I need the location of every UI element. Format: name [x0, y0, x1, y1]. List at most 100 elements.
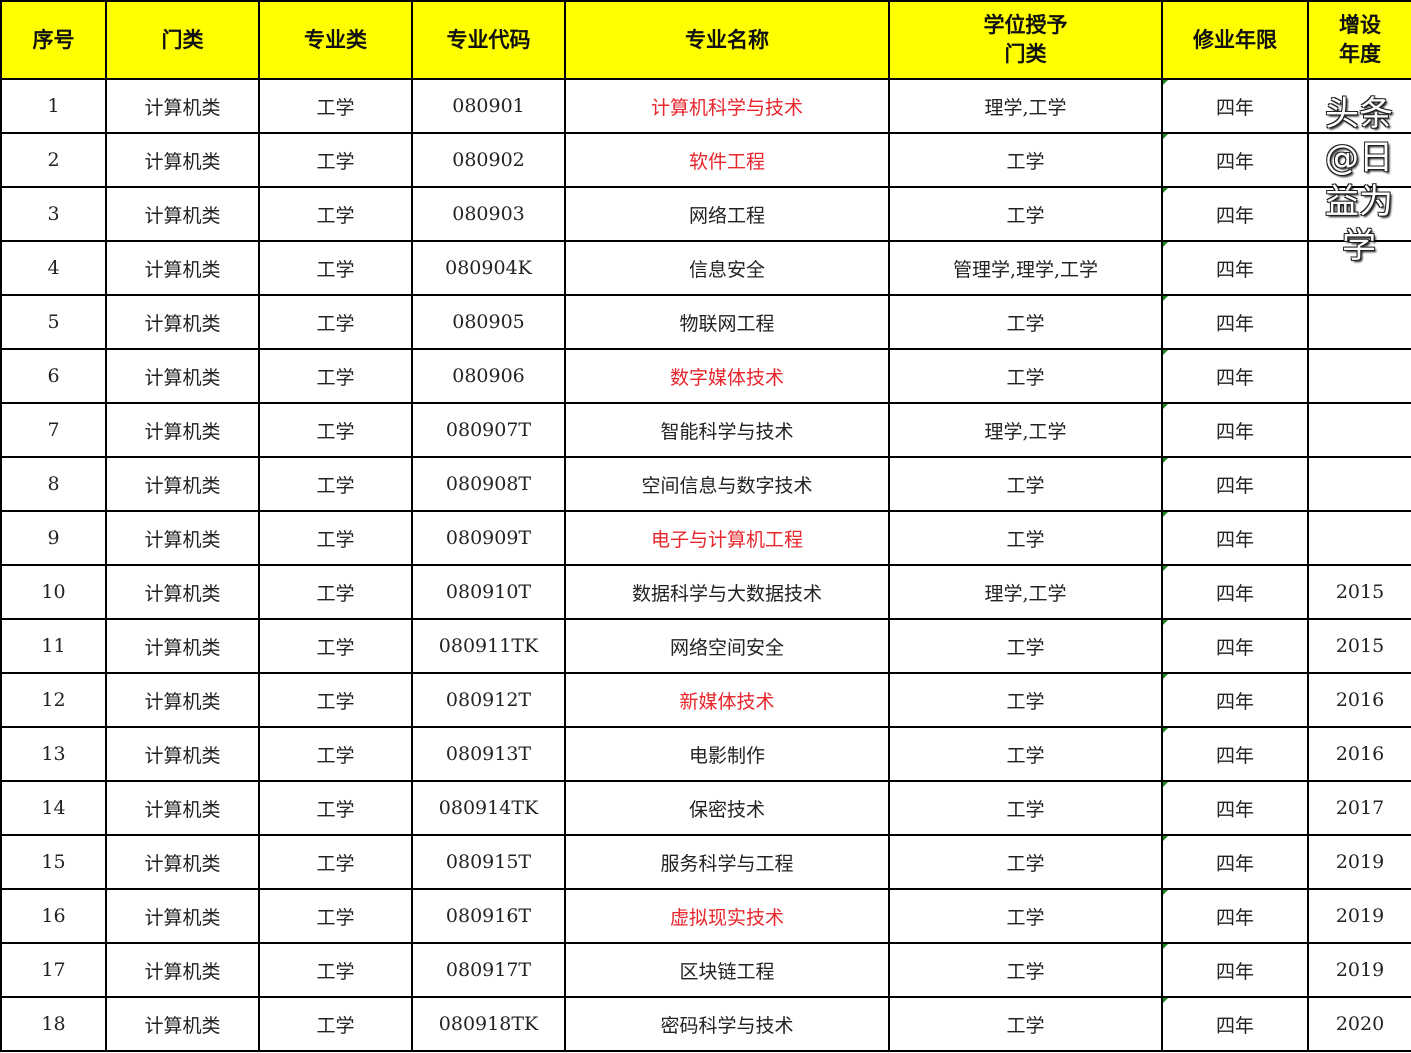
cell-year-added[interactable] — [1307, 186, 1411, 242]
cell-code[interactable]: 080917T — [411, 942, 566, 998]
cell-code[interactable]: 080916T — [411, 888, 566, 944]
cell-code[interactable]: 080911TK — [411, 618, 566, 674]
cell-major-name[interactable]: 空间信息与数字技术 — [564, 456, 890, 512]
cell-category[interactable]: 计算机类 — [105, 780, 260, 836]
cell-duration[interactable]: 四年 — [1161, 78, 1309, 134]
cell-duration[interactable]: 四年 — [1161, 294, 1309, 350]
cell-field[interactable]: 工学 — [258, 348, 413, 404]
cell-degree[interactable]: 工学 — [888, 132, 1163, 188]
cell-field[interactable]: 工学 — [258, 618, 413, 674]
cell-major-name[interactable]: 数据科学与大数据技术 — [564, 564, 890, 620]
cell-code[interactable]: 080909T — [411, 510, 566, 566]
cell-year-added[interactable]: 2020 — [1307, 996, 1411, 1052]
cell-year-added[interactable]: 2019 — [1307, 942, 1411, 998]
cell-field[interactable]: 工学 — [258, 402, 413, 458]
cell-duration[interactable]: 四年 — [1161, 132, 1309, 188]
cell-code[interactable]: 080902 — [411, 132, 566, 188]
cell-duration[interactable]: 四年 — [1161, 996, 1309, 1052]
cell-code[interactable]: 080903 — [411, 186, 566, 242]
cell-degree[interactable]: 工学 — [888, 942, 1163, 998]
cell-field[interactable]: 工学 — [258, 942, 413, 998]
cell-index[interactable]: 10 — [0, 564, 107, 620]
cell-code[interactable]: 080905 — [411, 294, 566, 350]
cell-category[interactable]: 计算机类 — [105, 618, 260, 674]
cell-index[interactable]: 7 — [0, 402, 107, 458]
cell-code[interactable]: 080906 — [411, 348, 566, 404]
cell-major-name[interactable]: 电子与计算机工程 — [564, 510, 890, 566]
cell-category[interactable]: 计算机类 — [105, 348, 260, 404]
cell-degree[interactable]: 管理学,理学,工学 — [888, 240, 1163, 296]
cell-category[interactable]: 计算机类 — [105, 564, 260, 620]
cell-code[interactable]: 080901 — [411, 78, 566, 134]
cell-index[interactable]: 16 — [0, 888, 107, 944]
cell-index[interactable]: 4 — [0, 240, 107, 296]
cell-year-added[interactable] — [1307, 78, 1411, 134]
cell-code[interactable]: 080910T — [411, 564, 566, 620]
cell-major-name[interactable]: 网络空间安全 — [564, 618, 890, 674]
cell-degree[interactable]: 工学 — [888, 186, 1163, 242]
cell-field[interactable]: 工学 — [258, 888, 413, 944]
cell-duration[interactable]: 四年 — [1161, 186, 1309, 242]
cell-major-name[interactable]: 电影制作 — [564, 726, 890, 782]
cell-field[interactable]: 工学 — [258, 510, 413, 566]
cell-duration[interactable]: 四年 — [1161, 510, 1309, 566]
cell-index[interactable]: 8 — [0, 456, 107, 512]
cell-category[interactable]: 计算机类 — [105, 726, 260, 782]
cell-duration[interactable]: 四年 — [1161, 780, 1309, 836]
cell-index[interactable]: 12 — [0, 672, 107, 728]
cell-index[interactable]: 13 — [0, 726, 107, 782]
cell-year-added[interactable] — [1307, 132, 1411, 188]
cell-year-added[interactable] — [1307, 456, 1411, 512]
cell-code[interactable]: 080913T — [411, 726, 566, 782]
cell-year-added[interactable]: 2019 — [1307, 834, 1411, 890]
cell-code[interactable]: 080904K — [411, 240, 566, 296]
cell-duration[interactable]: 四年 — [1161, 348, 1309, 404]
cell-category[interactable]: 计算机类 — [105, 834, 260, 890]
cell-category[interactable]: 计算机类 — [105, 672, 260, 728]
cell-major-name[interactable]: 虚拟现实技术 — [564, 888, 890, 944]
cell-field[interactable]: 工学 — [258, 186, 413, 242]
cell-field[interactable]: 工学 — [258, 564, 413, 620]
cell-major-name[interactable]: 区块链工程 — [564, 942, 890, 998]
cell-field[interactable]: 工学 — [258, 132, 413, 188]
cell-degree[interactable]: 工学 — [888, 294, 1163, 350]
cell-code[interactable]: 080912T — [411, 672, 566, 728]
cell-degree[interactable]: 理学,工学 — [888, 564, 1163, 620]
cell-field[interactable]: 工学 — [258, 996, 413, 1052]
cell-duration[interactable]: 四年 — [1161, 834, 1309, 890]
cell-degree[interactable]: 理学,工学 — [888, 78, 1163, 134]
cell-duration[interactable]: 四年 — [1161, 402, 1309, 458]
cell-degree[interactable]: 工学 — [888, 510, 1163, 566]
cell-category[interactable]: 计算机类 — [105, 456, 260, 512]
cell-degree[interactable]: 工学 — [888, 348, 1163, 404]
cell-year-added[interactable]: 2015 — [1307, 564, 1411, 620]
cell-category[interactable]: 计算机类 — [105, 402, 260, 458]
cell-year-added[interactable] — [1307, 294, 1411, 350]
cell-index[interactable]: 2 — [0, 132, 107, 188]
cell-code[interactable]: 080918TK — [411, 996, 566, 1052]
cell-degree[interactable]: 工学 — [888, 834, 1163, 890]
cell-index[interactable]: 1 — [0, 78, 107, 134]
cell-year-added[interactable] — [1307, 510, 1411, 566]
cell-major-name[interactable]: 服务科学与工程 — [564, 834, 890, 890]
cell-degree[interactable]: 理学,工学 — [888, 402, 1163, 458]
cell-category[interactable]: 计算机类 — [105, 942, 260, 998]
cell-field[interactable]: 工学 — [258, 726, 413, 782]
cell-degree[interactable]: 工学 — [888, 996, 1163, 1052]
cell-code[interactable]: 080908T — [411, 456, 566, 512]
cell-major-name[interactable]: 计算机科学与技术 — [564, 78, 890, 134]
cell-code[interactable]: 080915T — [411, 834, 566, 890]
cell-index[interactable]: 11 — [0, 618, 107, 674]
cell-major-name[interactable]: 数字媒体技术 — [564, 348, 890, 404]
cell-degree[interactable]: 工学 — [888, 780, 1163, 836]
cell-year-added[interactable]: 2016 — [1307, 672, 1411, 728]
cell-duration[interactable]: 四年 — [1161, 942, 1309, 998]
cell-index[interactable]: 5 — [0, 294, 107, 350]
cell-category[interactable]: 计算机类 — [105, 294, 260, 350]
cell-field[interactable]: 工学 — [258, 672, 413, 728]
cell-major-name[interactable]: 信息安全 — [564, 240, 890, 296]
cell-category[interactable]: 计算机类 — [105, 510, 260, 566]
cell-duration[interactable]: 四年 — [1161, 240, 1309, 296]
cell-index[interactable]: 18 — [0, 996, 107, 1052]
cell-duration[interactable]: 四年 — [1161, 672, 1309, 728]
